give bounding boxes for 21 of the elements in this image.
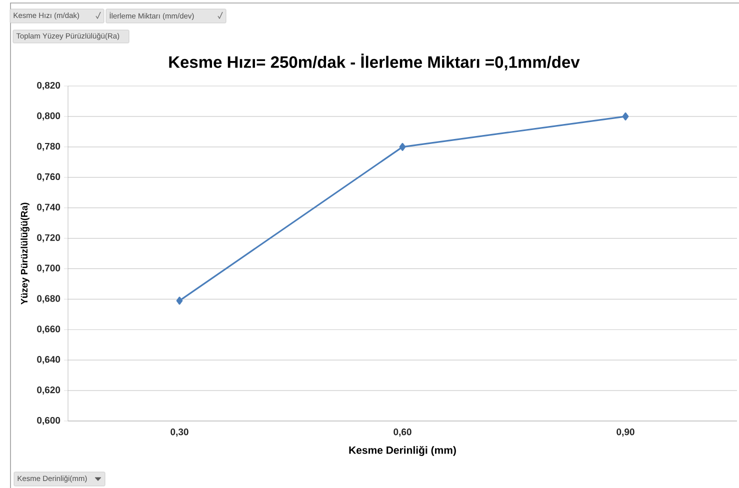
- y-axis-title: Yüzey Pürüzlülüğü(Ra): [20, 202, 30, 305]
- x-tick-label: 0,30: [170, 428, 188, 437]
- y-tick-label: 0,740: [37, 204, 60, 212]
- y-tick-label: 0,720: [37, 234, 60, 242]
- x-tick-label: 0,60: [394, 428, 412, 437]
- y-tick-label: 0,800: [37, 112, 60, 121]
- y-tick-label: 0,680: [37, 295, 60, 304]
- x-axis-title: Kesme Derinliği (mm): [349, 446, 456, 456]
- y-tick-label: 0,820: [37, 82, 60, 90]
- x-tick-label: 0,90: [616, 428, 634, 437]
- y-tick-label: 0,620: [37, 386, 60, 395]
- point: [399, 142, 406, 151]
- y-tick-label: 0,600: [37, 416, 60, 426]
- y-tick-label: 0,700: [37, 264, 60, 273]
- point: [622, 112, 629, 120]
- y-tick-label: 0,760: [37, 173, 60, 182]
- y-tick-label: 0,640: [37, 356, 60, 364]
- point: [176, 296, 183, 305]
- chart-title: Kesme Hızı= 250m/dak - İlerleme Miktarı =0,1mm/dev: [169, 54, 580, 70]
- y-tick-label: 0,780: [37, 142, 60, 151]
- y-tick-label: 0,660: [37, 326, 60, 334]
